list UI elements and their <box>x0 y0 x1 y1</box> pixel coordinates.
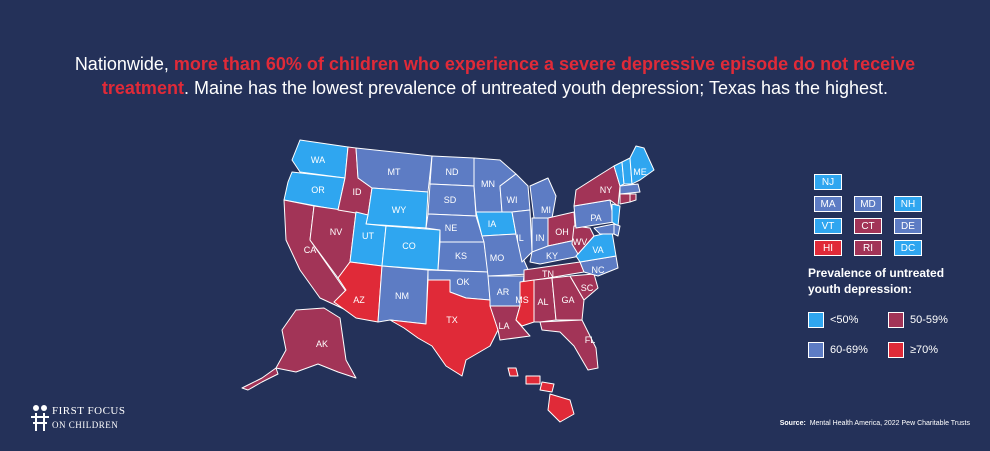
state-label-NY: NY <box>600 185 613 195</box>
state-HI-1 <box>507 367 519 377</box>
state-label-KS: KS <box>455 251 467 261</box>
state-label-VA: VA <box>592 245 603 255</box>
legend-swatch-1 <box>888 312 904 328</box>
state-label-IL: IL <box>516 233 524 243</box>
state-label-CO: CO <box>402 241 416 251</box>
state-HI-4 <box>547 393 575 423</box>
legend-label-2: 60-69% <box>830 344 868 356</box>
state-MI <box>529 177 557 219</box>
small-state-box-NJ: NJ <box>814 174 842 190</box>
state-label-SD: SD <box>444 195 457 205</box>
state-label-NM: NM <box>395 291 409 301</box>
state-label-MN: MN <box>481 179 495 189</box>
state-DE <box>613 223 621 237</box>
state-FL <box>539 319 599 371</box>
state-label-WV: WV <box>573 237 588 247</box>
legend-label-0: <50% <box>830 314 859 326</box>
small-state-box-HI: HI <box>814 240 842 256</box>
state-CT <box>619 193 631 205</box>
state-label-PA: PA <box>590 213 601 223</box>
logo-line1: FIRST FOCUS <box>52 405 126 417</box>
state-label-AR: AR <box>497 287 510 297</box>
state-label-NE: NE <box>445 223 458 233</box>
state-label-OH: OH <box>555 227 569 237</box>
state-label-TN: TN <box>542 269 554 279</box>
state-label-CA: CA <box>304 245 317 255</box>
headline: Nationwide, more than 60% of children wh… <box>30 52 960 100</box>
state-label-UT: UT <box>362 231 374 241</box>
state-label-AK: AK <box>316 339 328 349</box>
state-TX <box>389 279 499 377</box>
legend-swatch-2 <box>808 342 824 358</box>
small-state-box-NH: NH <box>894 196 922 212</box>
source: Source: Mental Health America, 2022 Pew … <box>780 420 970 427</box>
state-WY <box>365 187 429 229</box>
small-state-box-RI: RI <box>854 240 882 256</box>
small-states-legend: NJ MA MD NH VT CT DE HI RI DC <box>808 170 948 260</box>
state-label-TX: TX <box>446 315 458 325</box>
state-label-ND: ND <box>446 167 459 177</box>
state-label-ME: ME <box>633 167 647 177</box>
state-label-IN: IN <box>536 233 545 243</box>
state-label-LA: LA <box>498 321 509 331</box>
state-SC <box>569 273 599 301</box>
state-label-GA: GA <box>561 295 574 305</box>
state-label-WI: WI <box>507 195 518 205</box>
small-state-box-MA: MA <box>814 196 842 212</box>
state-HI-3 <box>539 381 555 393</box>
legend-label-3: ≥70% <box>910 344 939 356</box>
state-label-NC: NC <box>592 265 605 275</box>
logo: FIRST FOCUS ON CHILDREN <box>30 402 140 436</box>
state-MA <box>619 183 641 195</box>
small-state-box-VT: VT <box>814 218 842 234</box>
state-label-AZ: AZ <box>353 295 365 305</box>
legend-swatch-0 <box>808 312 824 328</box>
state-label-WY: WY <box>392 205 407 215</box>
logo-line2: ON CHILDREN <box>52 420 119 430</box>
legend-label-1: 50-59% <box>910 314 948 326</box>
state-label-NV: NV <box>330 227 343 237</box>
state-label-KY: KY <box>546 251 558 261</box>
legend-title: Prevalence of untreated youth depression… <box>808 266 945 296</box>
small-state-box-DE: DE <box>894 218 922 234</box>
state-RI <box>629 193 637 203</box>
state-ME <box>629 145 655 185</box>
source-text: Mental Health America, 2022 Pew Charitab… <box>809 420 970 427</box>
alaska-chain <box>241 367 279 391</box>
state-label-MS: MS <box>515 295 529 305</box>
state-label-OK: OK <box>456 277 469 287</box>
state-WV <box>571 225 595 255</box>
source-label: Source: <box>779 420 806 427</box>
headline-part1: Nationwide, <box>74 54 174 74</box>
state-label-IA: IA <box>488 219 497 229</box>
state-label-MO: MO <box>490 253 505 263</box>
headline-part2: . Maine has the lowest prevalence of unt… <box>183 78 889 98</box>
state-NJ <box>611 203 621 227</box>
legend-swatch-3 <box>888 342 904 358</box>
headline-highlight: more than 60% of children who experience… <box>101 54 916 98</box>
state-HI-2 <box>525 375 541 385</box>
state-AK <box>275 307 357 379</box>
state-label-MT: MT <box>388 167 401 177</box>
state-label-OR: OR <box>311 185 325 195</box>
state-AL <box>533 277 557 323</box>
state-IL <box>511 209 533 263</box>
state-label-WA: WA <box>311 155 325 165</box>
state-NY <box>573 165 621 207</box>
state-label-AL: AL <box>537 297 548 307</box>
state-label-FL: FL <box>585 335 596 345</box>
state-label-ID: ID <box>353 187 363 197</box>
small-state-box-DC: DC <box>894 240 922 256</box>
state-MD <box>593 223 615 235</box>
small-state-box-CT: CT <box>854 218 882 234</box>
state-label-MI: MI <box>541 205 551 215</box>
small-state-box-MD: MD <box>854 196 882 212</box>
state-label-SC: SC <box>581 283 594 293</box>
logo-icon <box>31 405 49 431</box>
